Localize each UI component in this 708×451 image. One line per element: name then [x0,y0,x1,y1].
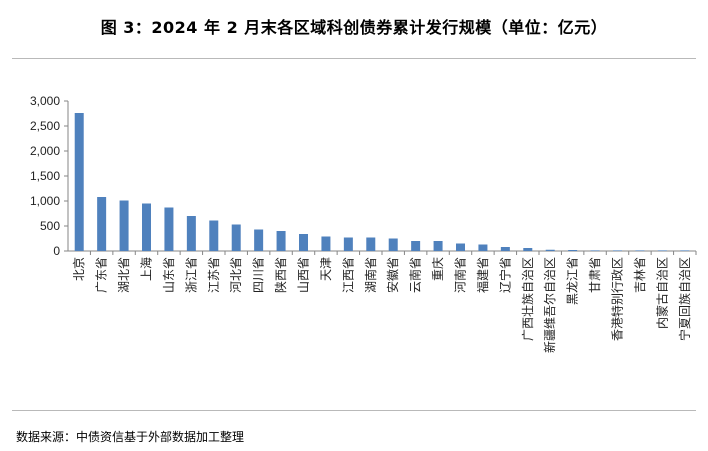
bar [366,237,376,251]
x-tick-label: 河北省 [229,257,243,293]
x-tick-label: 江西省 [341,257,355,293]
x-tick-label: 黑龙江省 [566,257,580,305]
bar [119,200,129,251]
x-tick-label: 上海 [139,257,154,281]
x-tick-label: 新疆维吾尔自治区 [542,257,557,353]
x-tick-label: 吉林省 [633,257,647,293]
x-tick-label: 甘肃省 [588,257,602,293]
bar [545,249,555,251]
x-tick-label: 湖北省 [116,257,131,293]
x-tick-label: 福建省 [475,257,490,293]
top-divider [12,58,696,59]
x-tick-label: 陕西省 [273,257,288,293]
bar [321,236,331,251]
bar [411,241,421,251]
x-tick-label: 辽宁省 [497,257,512,293]
bar [186,216,196,251]
bar [231,224,241,251]
x-tick-label: 山东省 [162,257,176,293]
x-tick-label: 广东省 [95,257,109,293]
x-tick-label: 香港特别行政区 [610,257,625,341]
bar [478,244,488,251]
bar [613,250,622,251]
bar [500,247,510,251]
x-tick-label: 湖南省 [363,257,378,293]
bar [254,229,264,251]
x-tick-label: 浙江省 [184,257,198,293]
bar [680,250,690,251]
x-tick-label: 河南省 [453,257,468,293]
bar [164,207,174,251]
bar [299,234,308,251]
y-tick-label: 1,000 [30,194,60,208]
bar [276,231,286,251]
y-tick-label: 3,000 [30,94,60,108]
bar [97,197,107,251]
bar [388,238,398,251]
bar [74,113,84,251]
bar [343,237,353,251]
y-tick-label: 0 [53,244,60,258]
bar [657,250,667,251]
x-tick-label: 江苏省 [207,257,221,293]
x-tick-label: 云南省 [408,257,423,293]
bar [590,250,600,251]
y-tick-label: 500 [40,219,60,233]
y-tick-label: 2,500 [30,119,60,133]
bar-chart: 05001,0001,5002,0002,5003,000北京 广东省 湖北省 上海山… [30,94,697,353]
x-tick-label: 宁夏回族自治区 [677,257,692,341]
bottom-divider [12,410,696,411]
x-tick-label: 重庆 [431,257,445,281]
data-source-note: 数据来源：中债资信基于外部数据加工整理 [16,430,245,444]
x-tick-label: 广西壮族自治区 [521,257,535,341]
bar [142,203,151,251]
bar [209,220,219,251]
x-tick-label: 四川省 [252,257,266,293]
bar [456,243,465,251]
y-tick-label: 1,500 [30,169,60,183]
x-tick-label: 天津 [319,257,333,281]
x-tick-label: 山西省 [297,257,311,293]
x-tick-label: 北京 [72,257,86,281]
x-tick-label: 内蒙古自治区 [654,257,669,329]
bar [433,241,443,251]
bar [568,250,578,251]
y-tick-label: 2,000 [30,144,60,158]
bar [523,248,533,251]
bar [635,250,645,251]
chart-title: 图 3：2024 年 2 月末各区域科创债券累计发行规模（单位：亿元） [100,18,608,37]
x-tick-label: 安徽省 [385,257,400,293]
